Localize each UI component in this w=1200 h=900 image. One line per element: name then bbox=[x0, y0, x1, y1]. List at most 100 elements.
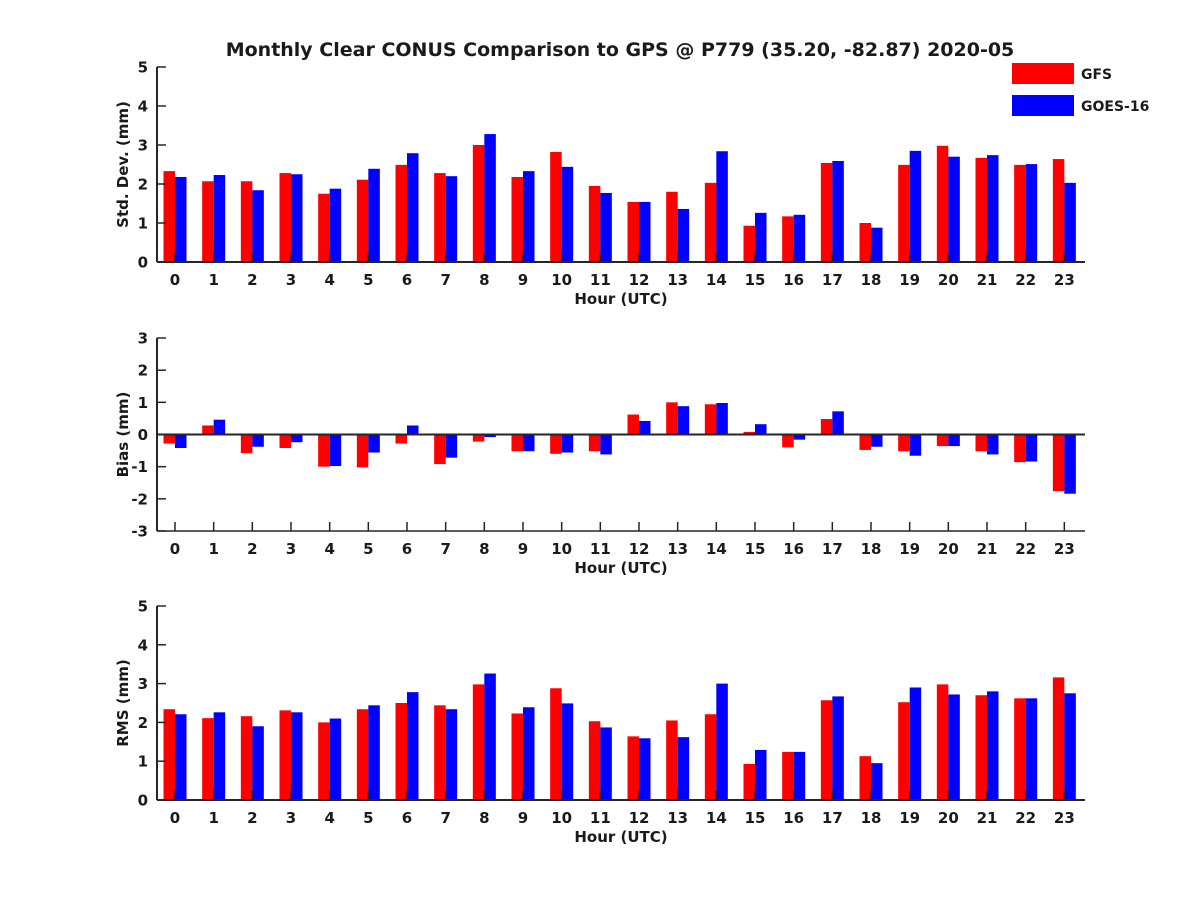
rms-bar-gfs bbox=[395, 703, 407, 800]
std-dev-bar-goes16 bbox=[175, 176, 187, 262]
rms-bar-goes16 bbox=[523, 707, 535, 800]
std-dev-bar-gfs bbox=[627, 201, 639, 262]
bias-bar-gfs bbox=[434, 434, 446, 465]
rms-bar-goes16 bbox=[600, 727, 612, 800]
std-dev-bar-goes16 bbox=[252, 190, 264, 262]
rms-bar-gfs bbox=[202, 718, 214, 800]
bias-bar-gfs bbox=[704, 404, 717, 435]
std-dev-x-tick-label: 10 bbox=[551, 271, 572, 289]
rms-bar-goes16 bbox=[291, 712, 303, 800]
bias-bar-goes16 bbox=[252, 434, 264, 447]
rms-bar-gfs bbox=[279, 710, 291, 800]
rms-x-tick-label: 12 bbox=[629, 809, 650, 827]
std-dev-x-tick-label: 3 bbox=[286, 271, 296, 289]
bias-bar-goes16 bbox=[1064, 434, 1076, 494]
rms-bar-gfs bbox=[1014, 698, 1026, 800]
rms-y-tick-label: 0 bbox=[138, 792, 148, 810]
std-dev-x-tick-label: 7 bbox=[440, 271, 450, 289]
bias-bar-gfs bbox=[898, 434, 910, 452]
rms-x-tick-label: 4 bbox=[324, 809, 334, 827]
rms-bar-gfs bbox=[356, 709, 369, 800]
bias-bar-gfs bbox=[666, 402, 678, 435]
rms-bar-goes16 bbox=[407, 692, 419, 800]
bias-bar-goes16 bbox=[948, 434, 960, 447]
std-dev-y-tick-label: 0 bbox=[138, 254, 148, 272]
std-dev-x-tick-label: 6 bbox=[402, 271, 412, 289]
rms-bar-gfs bbox=[782, 751, 794, 800]
bias-x-tick-label: 1 bbox=[208, 540, 218, 558]
rms-bar-gfs bbox=[627, 736, 639, 800]
std-dev-x-tick-label: 16 bbox=[783, 271, 804, 289]
std-dev-bar-goes16 bbox=[1064, 182, 1076, 262]
bias-bar-gfs bbox=[743, 431, 755, 435]
rms-bar-goes16 bbox=[909, 687, 922, 800]
bias-bar-gfs bbox=[511, 434, 523, 452]
bias-bar-gfs bbox=[627, 414, 639, 435]
bias-x-tick-label: 8 bbox=[479, 540, 489, 558]
rms-x-tick-label: 3 bbox=[286, 809, 296, 827]
rms-x-tick-label: 17 bbox=[822, 809, 843, 827]
bias-bar-gfs bbox=[163, 434, 175, 444]
std-dev-y-tick-label: 2 bbox=[138, 176, 148, 194]
std-dev-bar-goes16 bbox=[987, 155, 999, 262]
bias-y-tick-label: 0 bbox=[138, 426, 148, 444]
std-dev-y-tick-label: 1 bbox=[138, 215, 148, 233]
std-dev-bar-goes16 bbox=[793, 214, 806, 262]
rms-bar-goes16 bbox=[948, 694, 960, 800]
rms-x-tick-label: 20 bbox=[938, 809, 959, 827]
bias-y-tick-label: -1 bbox=[131, 458, 148, 476]
legend-label-gfs: GFS bbox=[1081, 67, 1112, 83]
rms-bar-goes16 bbox=[484, 673, 496, 800]
chart-title: Monthly Clear CONUS Comparison to GPS @ … bbox=[226, 39, 1015, 61]
std-dev-bar-gfs bbox=[279, 173, 291, 262]
bias-bar-goes16 bbox=[987, 434, 999, 455]
bias-x-tick-label: 0 bbox=[170, 540, 180, 558]
bias-x-tick-label: 15 bbox=[745, 540, 766, 558]
std-dev-bar-goes16 bbox=[755, 212, 767, 262]
rms-bar-goes16 bbox=[1025, 698, 1038, 800]
rms-bar-gfs bbox=[936, 684, 949, 800]
rms-x-tick-label: 2 bbox=[247, 809, 257, 827]
std-dev-bar-goes16 bbox=[368, 168, 380, 262]
bias-bar-goes16 bbox=[755, 424, 767, 435]
rms-x-tick-label: 13 bbox=[667, 809, 688, 827]
bias-bar-gfs bbox=[782, 434, 794, 448]
bias-y-tick-label: -3 bbox=[131, 523, 148, 541]
bias-x-tick-label: 16 bbox=[783, 540, 804, 558]
bias-bar-goes16 bbox=[175, 434, 187, 449]
bias-x-axis-title: Hour (UTC) bbox=[574, 559, 667, 577]
rms-bar-goes16 bbox=[329, 718, 342, 800]
rms-bar-gfs bbox=[898, 702, 910, 800]
std-dev-y-tick-label: 4 bbox=[138, 98, 148, 116]
bias-bar-goes16 bbox=[600, 434, 612, 455]
rms-bar-gfs bbox=[666, 720, 678, 800]
rms-bar-goes16 bbox=[871, 763, 883, 800]
rms-x-tick-label: 14 bbox=[706, 809, 727, 827]
bias-bar-gfs bbox=[279, 434, 291, 449]
bias-bar-gfs bbox=[318, 434, 330, 467]
std-dev-bar-gfs bbox=[743, 225, 755, 262]
std-dev-bar-gfs bbox=[859, 223, 871, 262]
rms-bar-gfs bbox=[318, 722, 330, 800]
bias-bar-goes16 bbox=[445, 434, 458, 458]
rms-x-tick-label: 22 bbox=[1015, 809, 1036, 827]
std-dev-bar-gfs bbox=[240, 181, 253, 262]
bias-x-tick-label: 9 bbox=[518, 540, 528, 558]
rms-bar-gfs bbox=[511, 713, 523, 800]
legend-swatch-goes16 bbox=[1012, 95, 1074, 116]
std-dev-bar-goes16 bbox=[445, 176, 458, 262]
bias-bar-gfs bbox=[936, 434, 949, 447]
std-dev-x-tick-label: 11 bbox=[590, 271, 611, 289]
bias-bar-gfs bbox=[202, 425, 214, 435]
rms-bar-gfs bbox=[550, 688, 562, 800]
bias-bar-goes16 bbox=[832, 411, 844, 435]
std-dev-bar-gfs bbox=[163, 171, 175, 262]
bias-bar-goes16 bbox=[368, 434, 380, 453]
std-dev-bar-gfs bbox=[898, 164, 910, 262]
bias-bar-gfs bbox=[472, 434, 485, 442]
std-dev-y-tick-label: 5 bbox=[138, 59, 148, 77]
std-dev-bar-goes16 bbox=[329, 188, 342, 262]
rms-x-tick-label: 11 bbox=[590, 809, 611, 827]
rms-x-tick-label: 7 bbox=[440, 809, 450, 827]
